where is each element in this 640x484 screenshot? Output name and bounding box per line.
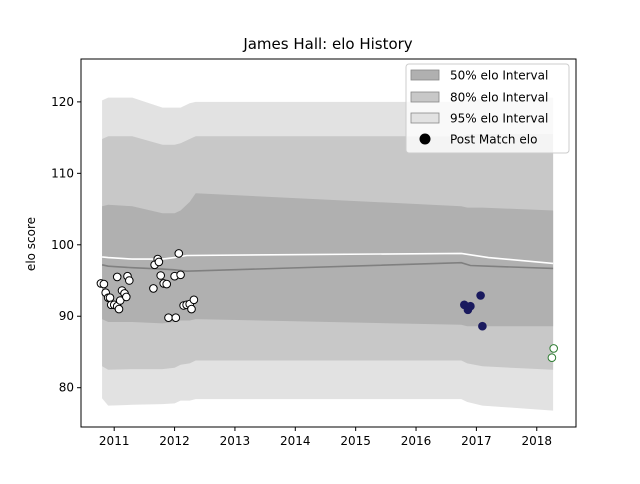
- legend-95-entry-label: 95% elo Interval: [450, 112, 548, 126]
- data-point: [478, 321, 487, 331]
- legend-box: [405, 63, 570, 154]
- data-point: [174, 249, 184, 258]
- x-tick-label: 2014: [280, 434, 311, 448]
- x-tick-label: 2017: [461, 434, 492, 448]
- data-point: [171, 313, 181, 323]
- data-point: [549, 344, 559, 353]
- y-tick-label: 110: [51, 166, 74, 180]
- y-tick-label: 100: [51, 238, 74, 252]
- x-axis: 2011 2012 2013 2014 2015 2016 2017 2018: [99, 427, 552, 448]
- data-point: [547, 353, 557, 363]
- legend-80-entry-label: 80% elo Interval: [450, 91, 548, 105]
- y-tick-label: 90: [59, 309, 74, 323]
- data-point: [164, 313, 173, 323]
- legend-80-entry-swatch: [410, 91, 440, 103]
- legend-50-entry-swatch: [410, 69, 440, 81]
- x-tick-label: 2011: [99, 434, 130, 448]
- legend-95-entry-swatch: [410, 112, 440, 124]
- y-tick-label: 80: [59, 381, 74, 395]
- band-50: [102, 193, 554, 327]
- data-point: [187, 304, 196, 314]
- x-tick-label: 2015: [340, 434, 371, 448]
- data-point: [466, 301, 475, 311]
- chart-title: James Hall: elo History: [242, 35, 412, 53]
- legend-post-match-entry-marker: [419, 133, 431, 145]
- data-point: [105, 293, 115, 303]
- data-point: [125, 276, 134, 285]
- y-axis-label: elo score: [24, 217, 38, 271]
- data-point: [156, 271, 165, 280]
- plot-frame: [80, 58, 577, 428]
- data-points: [96, 249, 559, 363]
- data-point: [149, 284, 158, 293]
- data-point: [476, 291, 485, 300]
- data-point: [154, 257, 164, 267]
- data-point: [99, 279, 109, 289]
- x-tick-label: 2013: [220, 434, 251, 448]
- legend-post-match-entry-label: Post Match elo: [450, 133, 537, 147]
- x-tick-label: 2012: [159, 434, 190, 448]
- y-tick-label: 120: [51, 95, 74, 109]
- data-point: [176, 270, 185, 280]
- data-point: [189, 295, 199, 305]
- data-point: [112, 272, 122, 282]
- x-tick-label: 2018: [521, 434, 552, 448]
- x-tick-label: 2016: [401, 434, 432, 448]
- y-axis: 80 90 100 110 120: [51, 95, 81, 395]
- legend: 50% elo Interval 80% elo Interval 95% elo …: [405, 63, 570, 154]
- data-point: [122, 292, 131, 302]
- legend-50-entry-label: 50% elo Interval: [450, 69, 548, 83]
- data-point: [162, 279, 171, 289]
- data-point: [114, 304, 124, 314]
